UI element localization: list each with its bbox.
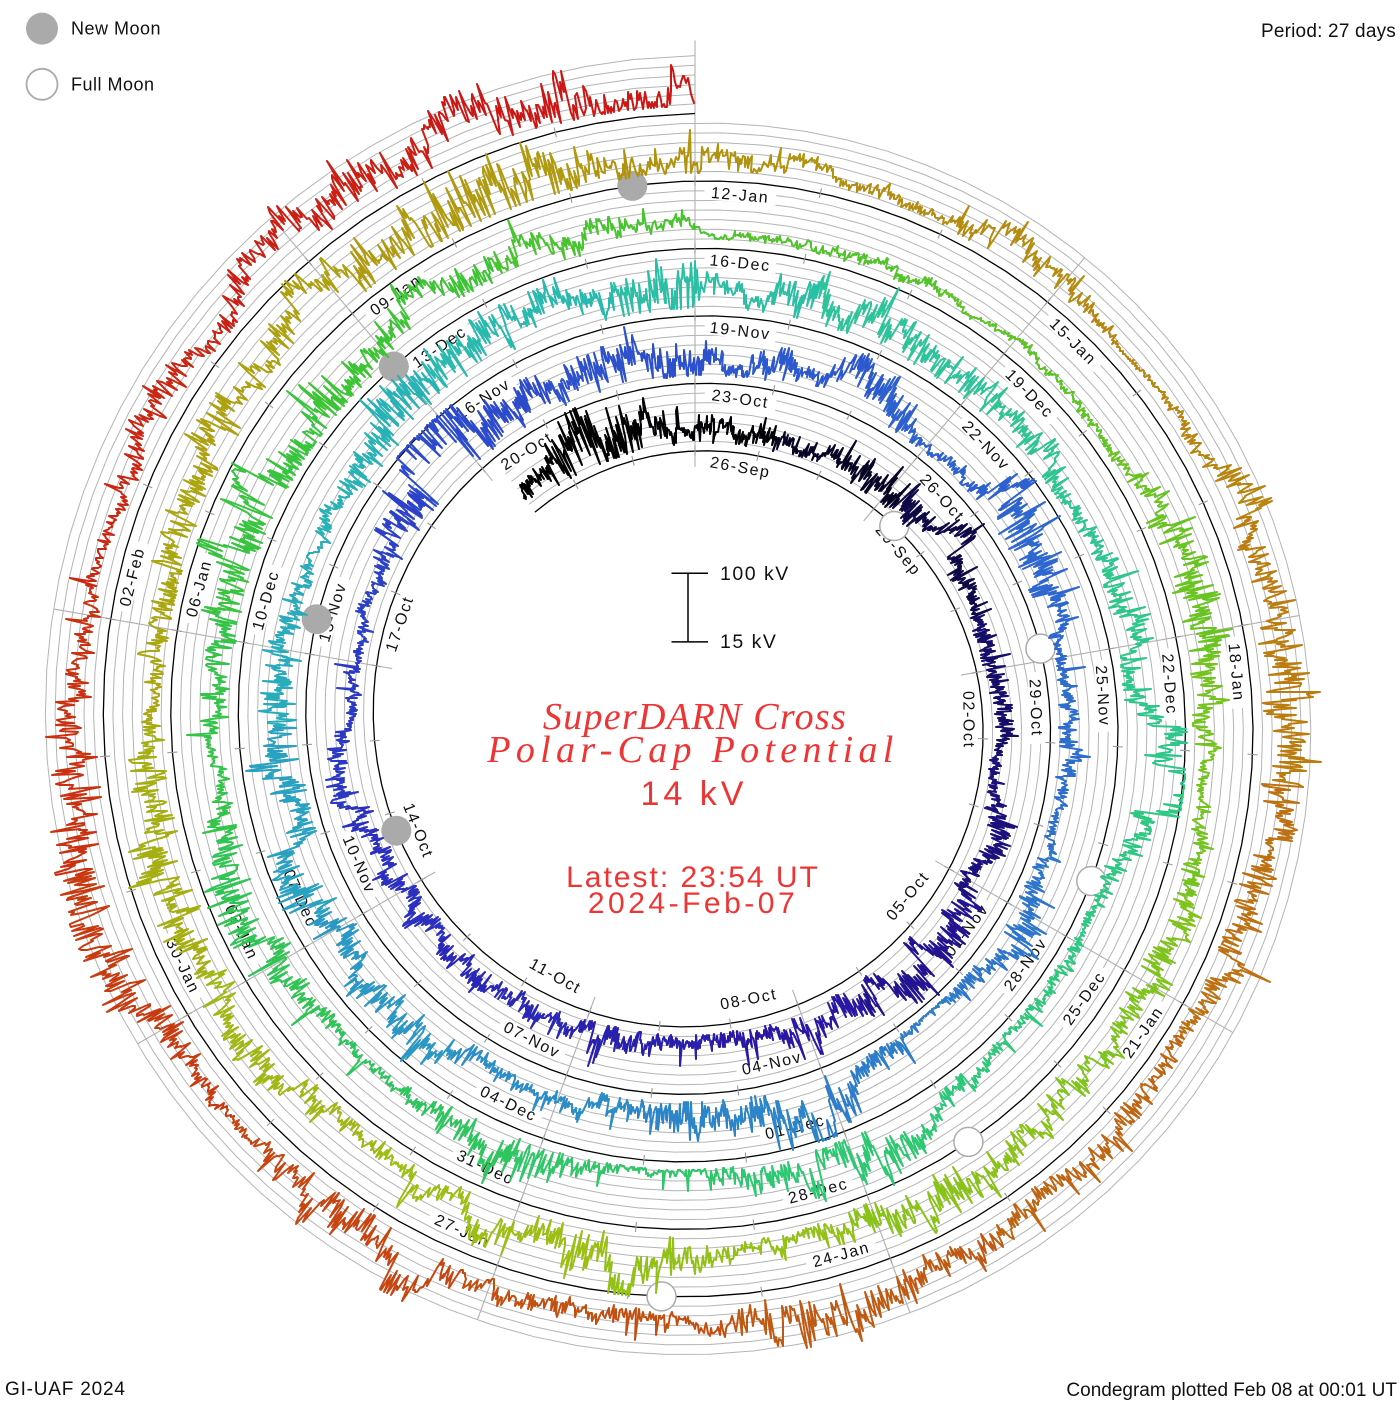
svg-text:Period: 27 days: Period: 27 days	[1261, 21, 1396, 42]
svg-text:12-Jan: 12-Jan	[710, 185, 770, 207]
svg-text:18-Jan: 18-Jan	[1225, 643, 1247, 703]
svg-text:22-Dec: 22-Dec	[1158, 653, 1180, 715]
svg-text:2024-Feb-07: 2024-Feb-07	[588, 887, 798, 920]
svg-text:15 kV: 15 kV	[720, 631, 777, 653]
svg-text:16-Dec: 16-Dec	[709, 252, 772, 275]
svg-text:14 kV: 14 kV	[641, 775, 748, 813]
svg-text:02-Oct: 02-Oct	[959, 691, 977, 749]
svg-text:SuperDARN Cross: SuperDARN Cross	[543, 696, 847, 738]
svg-text:25-Nov: 25-Nov	[1092, 665, 1113, 727]
svg-text:19-Nov: 19-Nov	[709, 320, 772, 344]
svg-text:Polar-Cap Potential: Polar-Cap Potential	[486, 729, 898, 771]
svg-text:Full Moon: Full Moon	[71, 75, 155, 95]
svg-text:GI-UAF 2024: GI-UAF 2024	[5, 1379, 126, 1400]
svg-text:29-Oct: 29-Oct	[1025, 679, 1044, 737]
svg-text:100 kV: 100 kV	[720, 563, 790, 585]
svg-text:New Moon: New Moon	[71, 19, 161, 39]
svg-text:Condegram plotted Feb 08 at 00: Condegram plotted Feb 08 at 00:01 UT	[1066, 1380, 1397, 1400]
svg-text:Latest: 23:54 UT: Latest: 23:54 UT	[566, 861, 820, 894]
